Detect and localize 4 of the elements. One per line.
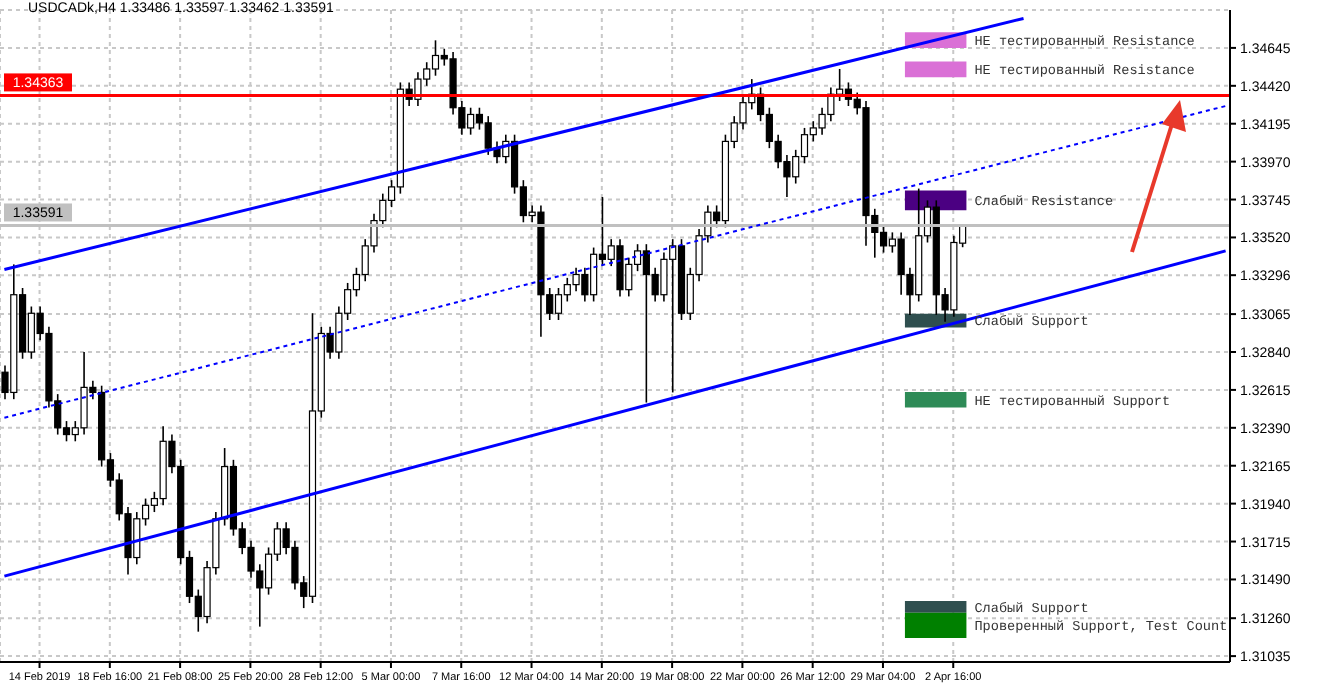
candlestick (616, 238, 624, 298)
candlestick (484, 115, 492, 156)
candlestick (431, 39, 440, 77)
candlestick (554, 287, 563, 321)
